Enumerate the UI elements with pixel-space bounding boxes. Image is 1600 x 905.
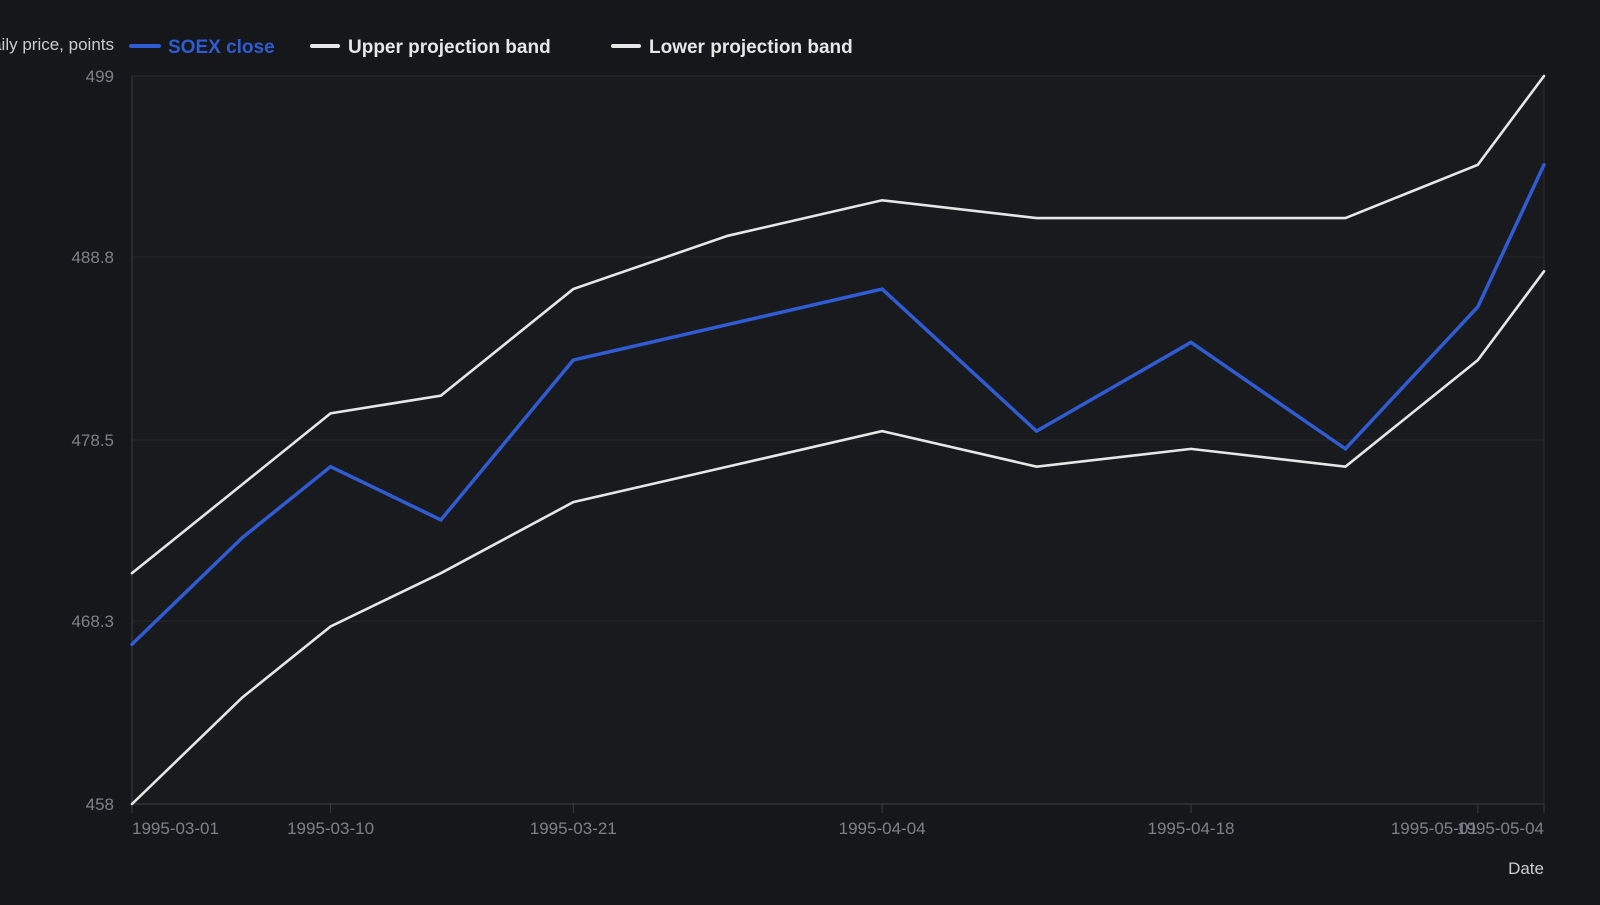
x-tick-label: 1995-04-04 [839, 819, 926, 838]
x-tick-label: 1995-03-10 [287, 819, 374, 838]
y-tick-label: 499 [86, 67, 114, 86]
y-tick-label: 458 [86, 795, 114, 814]
axes [131, 76, 1545, 805]
x-tick-labels: 1995-03-01 1995-03-10 1995-03-21 1995-04-04… [131, 804, 1545, 838]
legend-label: Upper projection band [348, 37, 551, 58]
y-tick-label: 488.8 [71, 248, 114, 267]
legend-label: Lower projection band [649, 37, 853, 58]
series-line-upper-projection-band[interactable] [130, 74, 1546, 575]
x-tick-label: 1995-05-01 [1391, 819, 1478, 838]
x-tick-label: 1995-03-21 [530, 819, 617, 838]
series-line-lower-projection-band[interactable] [130, 270, 1546, 806]
x-tick-label: 1995-05-04 [1457, 819, 1544, 838]
legend-label: SOEX close [168, 37, 275, 58]
x-tick-label: 1995-04-18 [1148, 819, 1235, 838]
y-tick-label: 468.3 [71, 612, 114, 631]
grid-lines [132, 75, 1544, 622]
series-lines [130, 74, 1546, 806]
x-axis-title: Date [1508, 859, 1544, 878]
legend-item-lower-projection-band[interactable]: Lower projection band [611, 37, 853, 58]
x-tick-label: 1995-03-01 [132, 819, 219, 838]
legend-item-upper-projection-band[interactable]: Upper projection band [310, 37, 551, 58]
legend-item-soex-close[interactable]: SOEX close [129, 37, 275, 58]
y-tick-labels: 458 468.3 478.5 488.8 499 [71, 67, 114, 814]
series-line-soex-close[interactable] [130, 163, 1546, 646]
y-tick-label: 478.5 [71, 431, 114, 450]
legend: SOEX close Upper projection band Lower p… [129, 37, 853, 58]
y-axis-title: Daily price, points [0, 35, 114, 54]
